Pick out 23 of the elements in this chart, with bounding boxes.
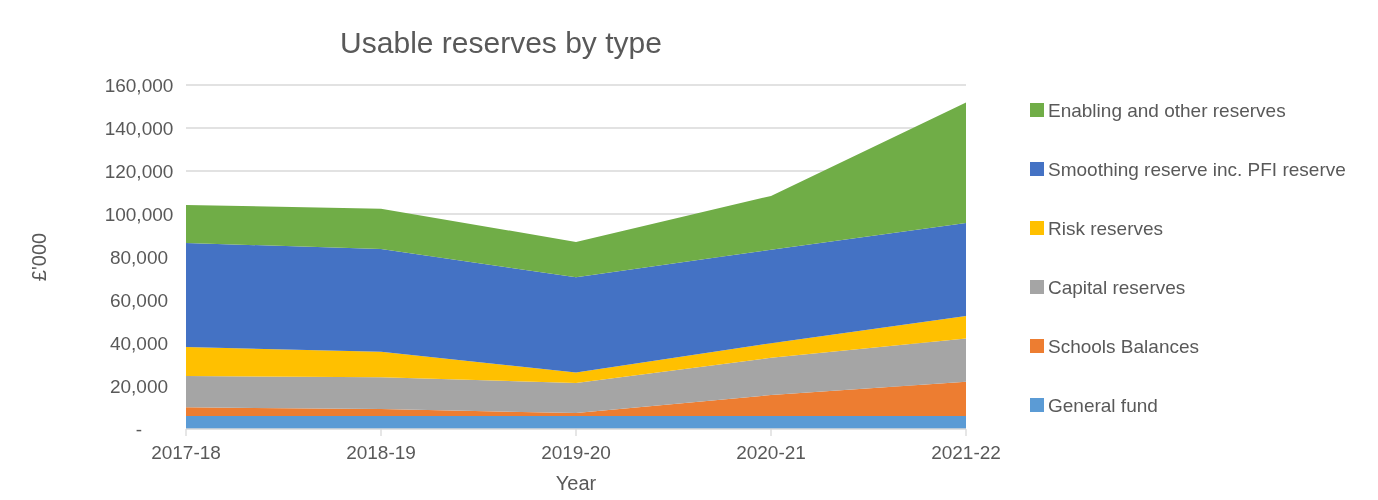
x-tick-label: 2018-19	[346, 442, 416, 463]
legend-label: General fund	[1048, 395, 1158, 416]
legend-label: Schools Balances	[1048, 336, 1200, 357]
legend-label: Capital reserves	[1048, 277, 1186, 298]
x-tick-label: 2019-20	[541, 442, 611, 463]
y-tick-label: 100,000	[104, 204, 174, 225]
y-tick-label: 120,000	[104, 161, 174, 182]
y-tick-label: 140,000	[104, 118, 174, 139]
y-tick-label: 20,000	[109, 376, 169, 397]
x-tick-label: 2020-21	[736, 442, 806, 463]
x-tick-label: 2021-22	[931, 442, 1001, 463]
legend-label: Risk reserves	[1048, 218, 1164, 239]
legend-label: Smoothing reserve inc. PFI reserve	[1048, 159, 1346, 180]
y-tick-label: -	[135, 419, 143, 440]
y-tick-label: 80,000	[109, 247, 169, 268]
y-tick-label: 60,000	[109, 290, 169, 311]
y-tick-label: 160,000	[104, 75, 174, 96]
x-tick-label: 2017-18	[151, 442, 221, 463]
legend-label: Enabling and other reserves	[1048, 100, 1286, 121]
x-axis-title: Year	[555, 472, 597, 494]
y-tick-label: 40,000	[109, 333, 169, 354]
chart-title: Usable reserves by type	[340, 26, 662, 59]
y-axis-title: £'000	[28, 232, 50, 282]
